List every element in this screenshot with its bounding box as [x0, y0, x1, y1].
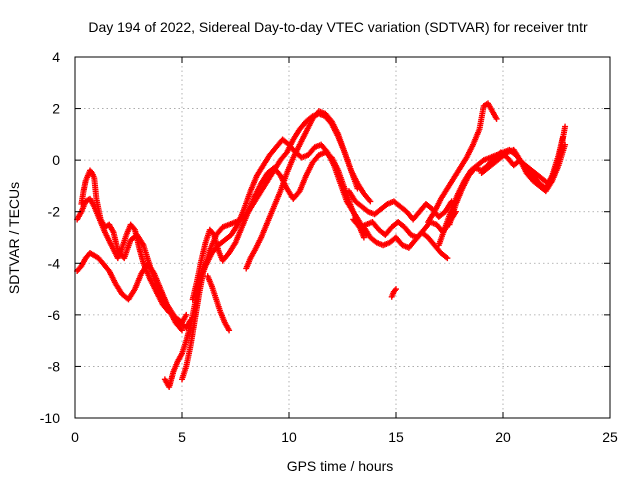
series-track-7	[204, 273, 233, 334]
series-track-3	[78, 167, 185, 334]
data-point	[183, 311, 190, 318]
series-track-1	[74, 195, 190, 326]
y-tick-label: -10	[40, 410, 60, 426]
data-point	[443, 254, 450, 261]
x-axis-label: GPS time / hours	[287, 458, 394, 474]
series-track-6	[189, 149, 367, 303]
chart-title: Day 194 of 2022, Sidereal Day-to-day VTE…	[88, 19, 588, 35]
x-tick-label: 25	[602, 429, 618, 445]
series-track-5	[179, 110, 361, 383]
series-track-15	[446, 133, 566, 228]
series-track-2	[74, 249, 194, 331]
data-points	[74, 100, 569, 391]
series-track-13	[425, 100, 500, 226]
data-point	[493, 115, 500, 122]
y-axis-label: SDTVAR / TECUs	[6, 182, 22, 294]
x-tick-label: 0	[71, 429, 79, 445]
x-tick-label: 15	[388, 429, 404, 445]
data-point	[179, 327, 185, 334]
data-point	[130, 225, 137, 232]
plot-frame	[74, 56, 611, 419]
data-point	[226, 327, 233, 334]
data-point	[295, 189, 302, 196]
x-tick-label: 10	[281, 429, 297, 445]
data-point	[210, 230, 217, 237]
y-tick-label: 2	[52, 101, 60, 117]
y-tick-label: -8	[48, 358, 61, 374]
grid	[75, 57, 610, 418]
y-tick-label: -6	[48, 307, 61, 323]
data-point	[366, 197, 373, 204]
series-track-12	[388, 286, 399, 300]
data-point	[367, 198, 374, 205]
data-point	[391, 287, 398, 294]
axis-ticks: 0 5 10 15 20 25 -10 -8 -6 -4 -2 0 2 4	[40, 49, 618, 445]
y-tick-label: 0	[52, 152, 60, 168]
data-point	[562, 123, 569, 130]
data-point	[360, 234, 367, 241]
data-point	[559, 133, 566, 140]
y-tick-label: -4	[48, 255, 61, 271]
series-track-16	[478, 141, 569, 195]
data-point	[562, 141, 569, 148]
data-point	[444, 255, 451, 262]
y-tick-label: -2	[48, 204, 61, 220]
data-point	[177, 326, 184, 333]
x-tick-label: 20	[495, 429, 511, 445]
series-track-8	[243, 108, 374, 272]
x-tick-label: 5	[178, 429, 186, 445]
y-tick-label: 4	[52, 49, 60, 65]
series-track-9	[345, 188, 455, 223]
data-point	[393, 286, 399, 293]
data-point	[88, 168, 95, 175]
